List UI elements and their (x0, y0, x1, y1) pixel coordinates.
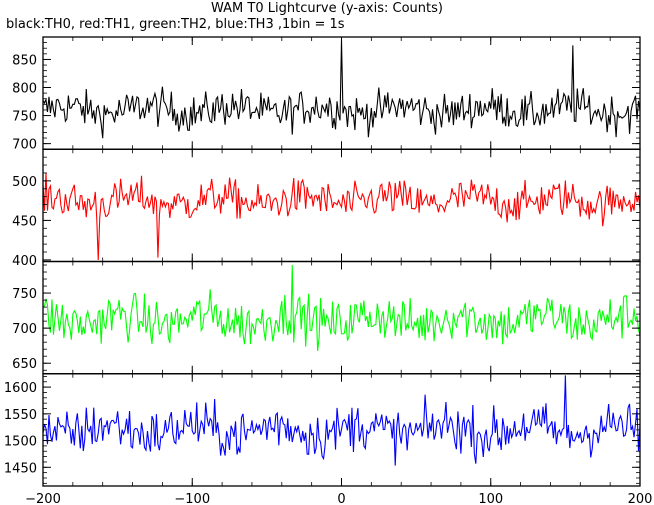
x-tick-label: 200 (628, 492, 653, 505)
y-tick-label: 800 (12, 82, 37, 97)
series-line-th1 (43, 172, 640, 260)
x-tick-label: 0 (337, 492, 345, 505)
y-tick-label: 750 (12, 110, 37, 125)
y-tick-label: 750 (12, 287, 37, 302)
x-tick-label: −100 (174, 492, 210, 505)
series-line-th2 (43, 264, 640, 352)
y-tick-label: 1500 (4, 435, 37, 450)
y-tick-label: 400 (12, 254, 37, 269)
y-tick-label: 1600 (4, 381, 37, 396)
y-tick-label: 1450 (4, 461, 37, 476)
x-tick-label: −200 (25, 492, 61, 505)
series-line-th0 (43, 39, 640, 139)
y-tick-label: 700 (12, 138, 37, 153)
y-tick-label: 650 (12, 357, 37, 372)
chart-title: WAM T0 Lightcurve (y-axis: Counts) (211, 1, 443, 16)
panel-frame-th2 (42, 260, 641, 375)
x-tick-label: 100 (478, 492, 503, 505)
chart-subtitle: black:TH0, red:TH1, green:TH2, blue:TH3 … (6, 17, 345, 32)
y-tick-label: 850 (12, 53, 37, 68)
series-line-th3 (43, 375, 640, 466)
y-tick-label: 1550 (4, 408, 37, 423)
y-tick-label: 450 (12, 214, 37, 229)
y-tick-label: 500 (12, 175, 37, 190)
y-tick-label: 700 (12, 322, 37, 337)
